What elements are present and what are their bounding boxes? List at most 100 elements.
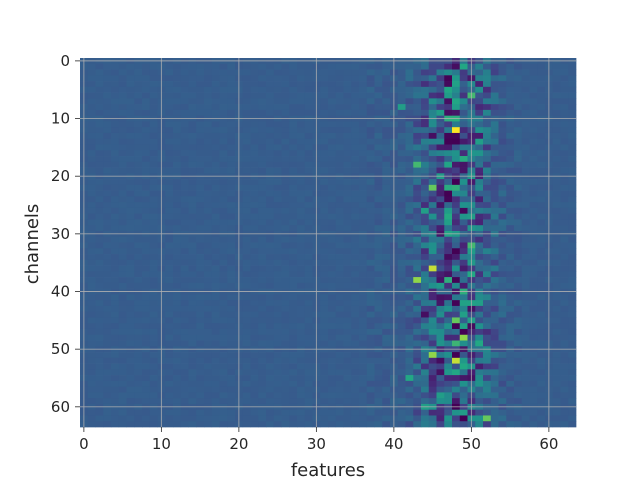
heatmap-cell <box>111 271 120 278</box>
heatmap-cell <box>242 207 251 215</box>
heatmap-cell <box>211 386 220 393</box>
x-tick-label: 40 <box>384 435 403 453</box>
heatmap-cell <box>266 75 275 82</box>
heatmap-cell <box>149 202 158 209</box>
heatmap-cell <box>359 352 368 359</box>
heatmap-cell <box>382 219 391 226</box>
heatmap-cell <box>359 282 368 289</box>
heatmap-cell <box>537 334 546 341</box>
heatmap-cell <box>537 248 546 255</box>
heatmap-cell <box>537 317 546 324</box>
heatmap-cell <box>568 138 577 145</box>
heatmap-cell <box>211 305 220 313</box>
heatmap-cell <box>498 161 507 168</box>
heatmap-cell <box>242 340 251 347</box>
heatmap-cell <box>359 242 368 249</box>
heatmap-cell <box>421 363 430 370</box>
heatmap-cell <box>514 392 523 399</box>
heatmap-cell <box>452 328 461 336</box>
heatmap-cell <box>529 98 538 105</box>
heatmap-cell <box>142 207 151 215</box>
heatmap-cell <box>219 323 228 330</box>
heatmap-cell <box>490 282 499 289</box>
heatmap-cell <box>343 156 352 163</box>
heatmap-cell <box>273 265 282 272</box>
heatmap-cell <box>258 311 267 318</box>
heatmap-cell <box>103 271 112 278</box>
heatmap-cell <box>204 75 213 82</box>
heatmap-cell <box>405 271 414 278</box>
heatmap-cell <box>320 92 329 99</box>
heatmap-cell <box>219 357 228 364</box>
heatmap-cell <box>103 248 112 255</box>
heatmap-cell <box>444 225 453 232</box>
heatmap-cell <box>359 375 368 382</box>
heatmap-cell <box>568 81 577 88</box>
heatmap-cell <box>343 219 352 226</box>
heatmap-cell <box>250 81 259 88</box>
heatmap-cell <box>475 323 484 330</box>
heatmap-cell <box>514 277 523 284</box>
heatmap-cell <box>366 386 375 393</box>
heatmap-cell <box>134 323 143 330</box>
heatmap-cell <box>560 138 569 145</box>
heatmap-cell <box>328 294 337 301</box>
heatmap-cell <box>490 340 499 347</box>
heatmap-cell <box>335 254 344 261</box>
heatmap-cell <box>436 305 445 313</box>
heatmap-cell <box>475 357 484 364</box>
heatmap-cell <box>421 328 430 336</box>
heatmap-cell <box>304 294 313 301</box>
heatmap-cell <box>397 81 406 88</box>
heatmap-cell <box>397 132 406 140</box>
heatmap-cell <box>266 271 275 278</box>
heatmap-cell <box>421 104 430 111</box>
heatmap-cell <box>118 236 127 243</box>
heatmap-cell <box>521 92 530 99</box>
heatmap-cell <box>134 265 143 272</box>
heatmap-cell <box>521 421 530 428</box>
heatmap-cell <box>498 75 507 82</box>
heatmap-cell <box>180 179 189 186</box>
heatmap-cell <box>180 248 189 255</box>
heatmap-cell <box>180 150 189 157</box>
heatmap-cell <box>250 161 259 168</box>
heatmap-cell <box>320 127 329 134</box>
heatmap-cell <box>366 207 375 215</box>
heatmap-cell <box>304 127 313 134</box>
heatmap-cell <box>335 207 344 215</box>
heatmap-cell <box>343 138 352 145</box>
heatmap-cell <box>250 415 259 422</box>
heatmap-cell <box>366 311 375 318</box>
heatmap-cell <box>421 265 430 272</box>
heatmap-cell <box>273 248 282 255</box>
heatmap-cell <box>227 317 236 324</box>
heatmap-cell <box>320 421 329 428</box>
heatmap-cell <box>111 352 120 359</box>
heatmap-cell <box>95 369 104 376</box>
heatmap-cell <box>118 184 127 191</box>
heatmap-cell <box>211 328 220 336</box>
heatmap-cell <box>444 421 453 428</box>
heatmap-cell <box>204 242 213 249</box>
heatmap-cell <box>552 271 561 278</box>
heatmap-cell <box>459 190 468 197</box>
heatmap-cell <box>521 86 530 93</box>
heatmap-cell <box>521 156 530 163</box>
heatmap-cell <box>428 207 437 215</box>
heatmap-cell <box>289 98 298 105</box>
heatmap-cell <box>134 398 143 405</box>
heatmap-cell <box>87 69 96 76</box>
heatmap-cell <box>475 225 484 232</box>
heatmap-cell <box>289 104 298 111</box>
y-axis-label: channels <box>22 204 43 285</box>
heatmap-cell <box>204 69 213 76</box>
heatmap-cell <box>459 421 468 428</box>
heatmap-cell <box>452 190 461 197</box>
heatmap-cell <box>289 190 298 197</box>
heatmap-cell <box>328 86 337 93</box>
heatmap-cell <box>173 98 182 105</box>
heatmap-cell <box>297 98 306 105</box>
heatmap-cell <box>142 167 151 174</box>
heatmap-cell <box>452 104 461 111</box>
